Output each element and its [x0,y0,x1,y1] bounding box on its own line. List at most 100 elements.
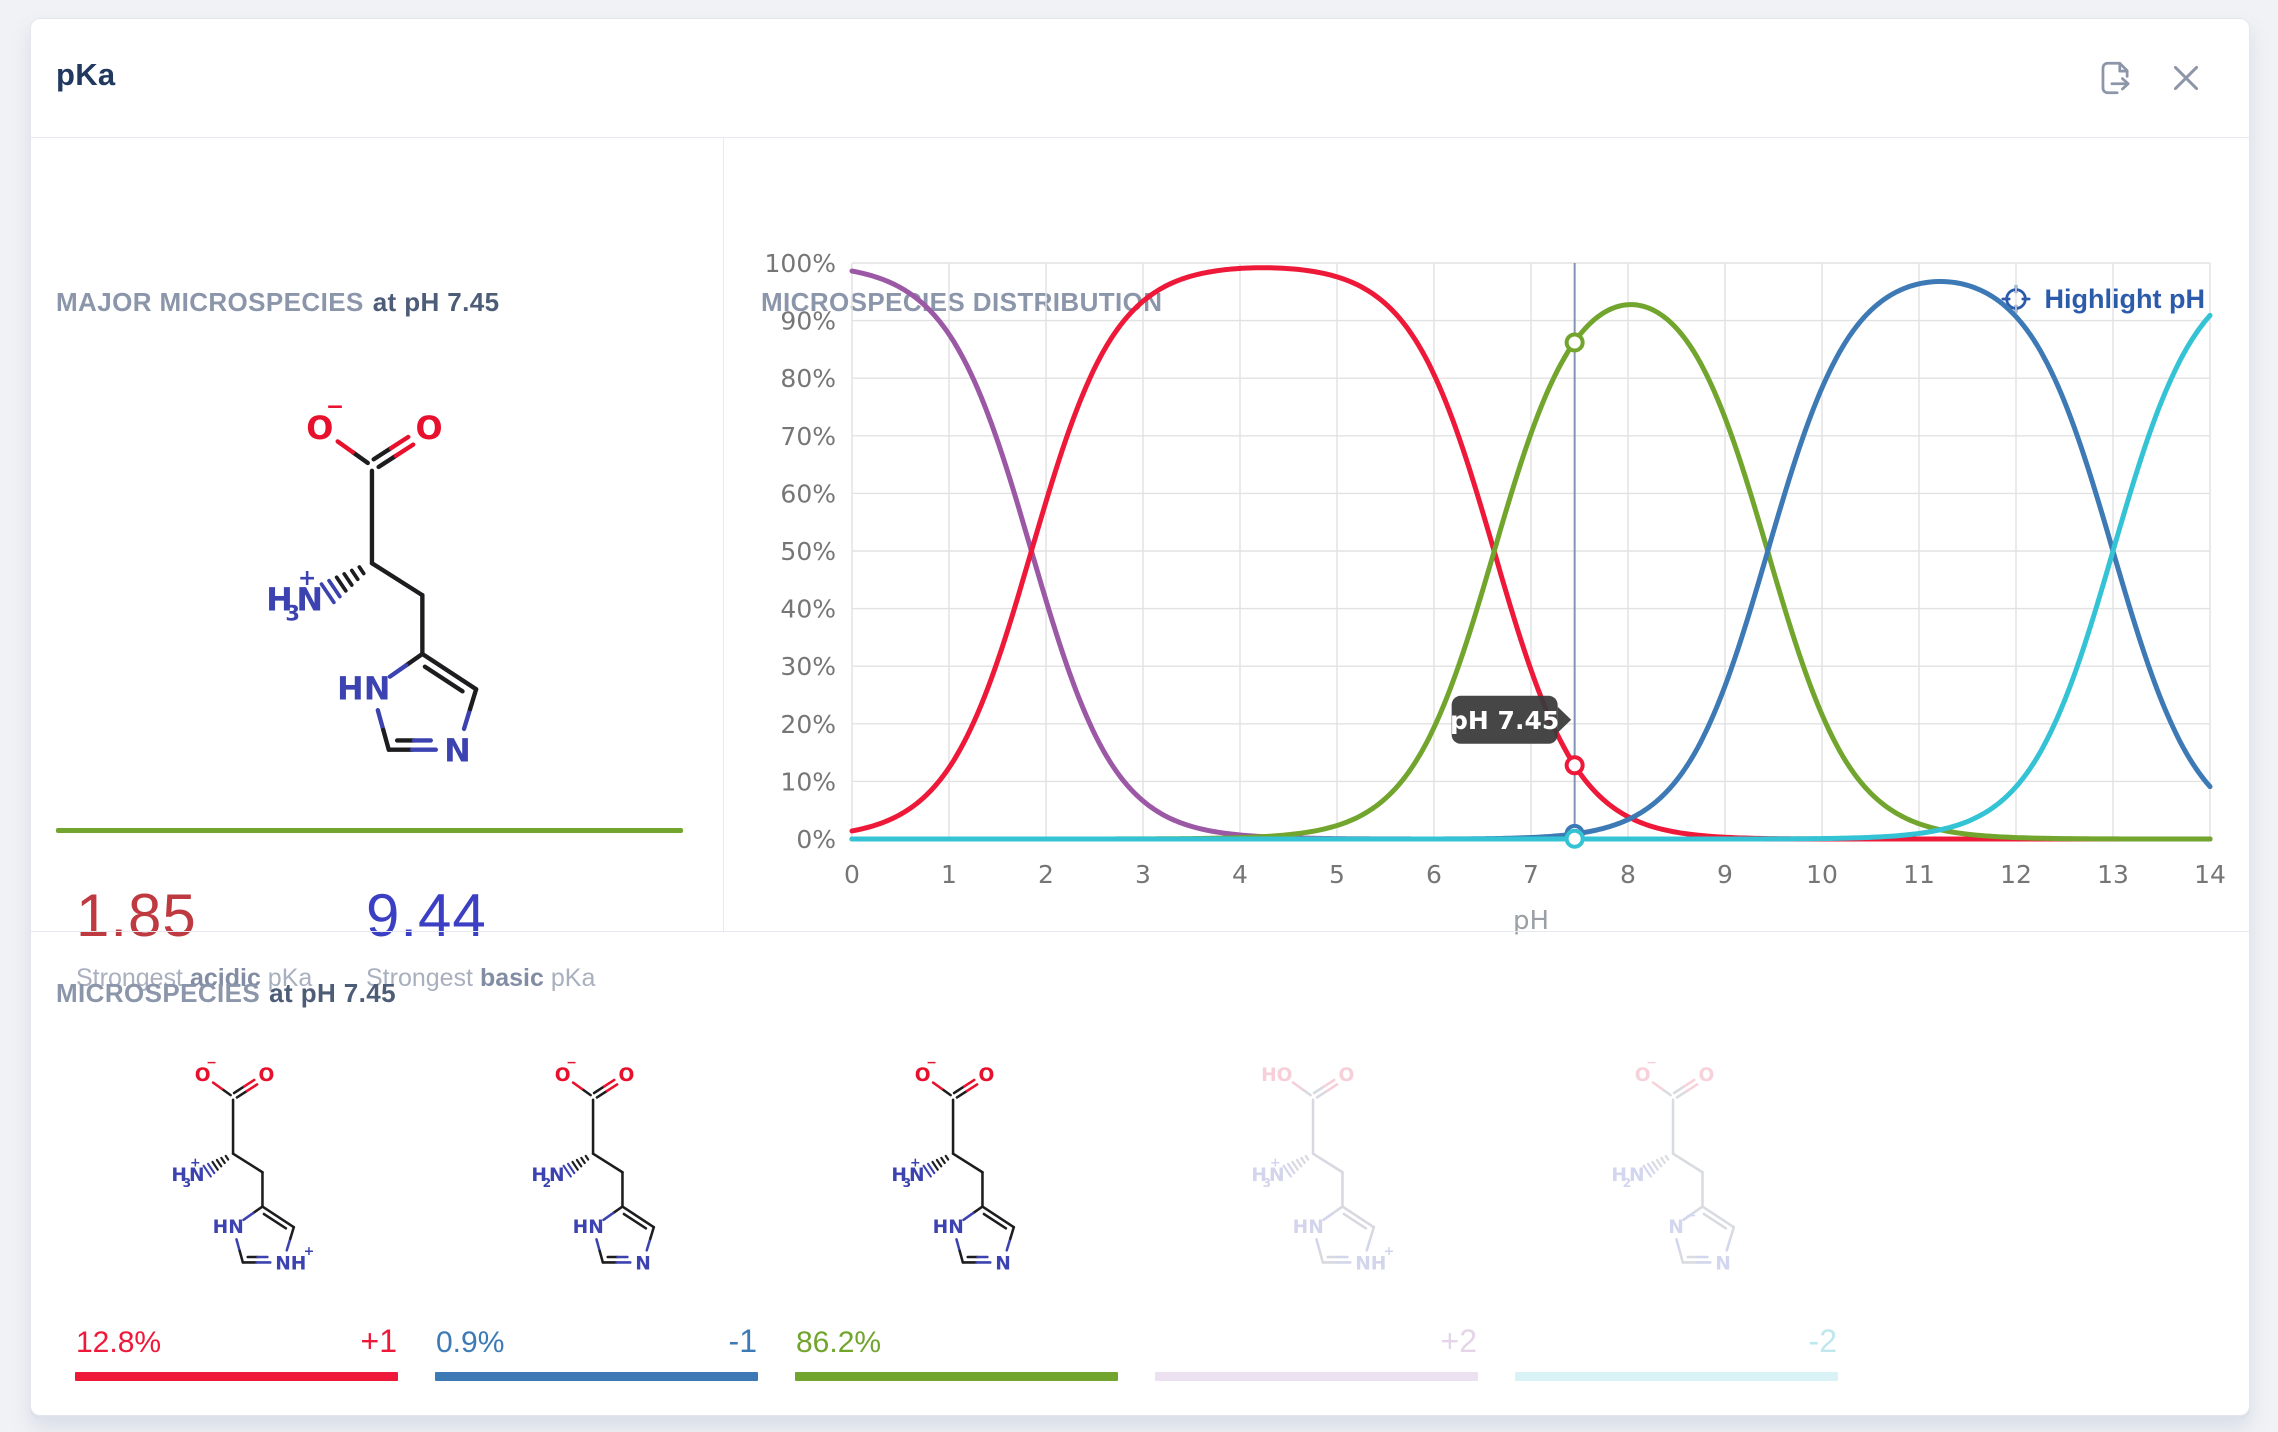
microspecies-card-plus1[interactable]: O − O H 3 N + HN NH + 12.8% +1 [75,1032,398,1384]
svg-text:40%: 40% [780,595,836,624]
microspecies-charge: +2 [1440,1323,1477,1359]
major-heading-label: MAJOR MICROSPECIES [56,287,364,317]
svg-text:10: 10 [1806,860,1838,889]
marker--2 [1564,828,1585,849]
microspecies-color-bar [795,1372,1118,1381]
microspecies-color-bar [1515,1372,1838,1381]
svg-text:9: 9 [1717,860,1733,889]
svg-text:O: O [555,1065,571,1086]
marker-+1 [1564,755,1585,776]
microspecies-color-bar [75,1372,398,1381]
svg-text:2: 2 [1038,860,1054,889]
svg-text:2: 2 [1623,1176,1632,1190]
distribution-heading: MICROSPECIES DISTRIBUTION [761,287,1163,317]
svg-text:3: 3 [183,1176,192,1190]
svg-text:O: O [618,1065,634,1086]
svg-text:3: 3 [285,601,300,625]
curve-+1 [849,265,2213,842]
acidic-pka-value: 1.85 [76,882,197,949]
microspecies-color-bar [1155,1372,1478,1381]
svg-text:HO: HO [1261,1065,1292,1086]
ph-tooltip: pH 7.45 [1450,695,1572,744]
svg-text:NH: NH [1355,1253,1386,1274]
svg-text:H: H [1251,1165,1267,1186]
microspecies-card-minus1[interactable]: O − O H 2 N HN N 0.9% -1 [435,1032,758,1384]
basic-pka-label: Strongest basic pKa [366,964,596,992]
card-meta: +2 [1155,1320,1478,1360]
svg-text:3: 3 [1263,1176,1272,1190]
svg-text:O: O [1338,1065,1354,1086]
major-microspecies-panel: MAJOR MICROSPECIES at pH 7.45 O − O H 3 N + HN N … [31,137,724,992]
svg-text:−: − [926,1055,937,1070]
svg-text:30%: 30% [780,652,836,681]
microspecies-charge: +1 [360,1323,397,1359]
svg-text:13: 13 [2097,860,2129,889]
export-icon [2101,61,2130,95]
curve--2 [849,312,2213,842]
card-meta: 0.9% -1 [435,1320,758,1360]
microspecies-card-neutral[interactable]: O − O H 3 N + HN N 86.2% [795,1032,1118,1384]
pka-dialog: pKa MAJOR MICROSPECIES at pH 7.45 O − O H 3 N +… [30,18,2250,1416]
svg-text:O: O [978,1065,994,1086]
card-meta: 12.8% +1 [75,1320,398,1360]
basic-pka-block: 9.44 Strongest basic pKa [366,881,595,993]
card-meta: -2 [1515,1320,1838,1360]
svg-text:+: + [190,1155,201,1170]
svg-text:6: 6 [1426,860,1442,889]
svg-text:3: 3 [903,1176,912,1190]
svg-text:HN: HN [213,1217,244,1238]
card-meta: 86.2% [795,1320,1118,1360]
svg-text:O: O [1635,1065,1651,1086]
svg-text:+: + [1384,1244,1395,1259]
microspecies-charge: -2 [1808,1323,1837,1359]
svg-text:1: 1 [941,860,957,889]
svg-text:12: 12 [2000,860,2032,889]
export-button[interactable] [2089,53,2139,103]
close-button[interactable] [2163,55,2209,101]
svg-text:80%: 80% [780,364,836,393]
svg-text:O: O [195,1065,211,1086]
svg-text:O: O [258,1065,274,1086]
microspecies-card-plus2[interactable]: HO O H 3 N + HN NH + +2 [1155,1032,1478,1384]
svg-text:N: N [296,580,323,618]
svg-text:−: − [326,395,344,420]
svg-text:H: H [1611,1165,1627,1186]
svg-text:O: O [1698,1065,1714,1086]
svg-text:H: H [171,1165,187,1186]
svg-text:+: + [298,566,316,591]
highlight-ph-button[interactable]: Highlight pH [1993,281,2211,317]
svg-text:HN: HN [337,669,390,707]
svg-text:H: H [891,1165,907,1186]
distribution-chart[interactable]: 0%10%20%30%40%50%60%70%80%90%100%0 1 2 3 4 5 6… [759,226,2239,936]
svg-text:14: 14 [2194,860,2226,889]
major-heading-ph: at pH 7.45 [372,287,500,317]
svg-text:−: − [566,1055,577,1070]
svg-text:N: N [995,1253,1011,1274]
svg-text:5: 5 [1329,860,1345,889]
microspecies-percent: 0.9% [436,1326,505,1359]
highlight-markers [1564,332,1585,849]
svg-text:HN: HN [573,1217,604,1238]
svg-text:HN: HN [933,1217,964,1238]
distribution-curves [849,265,2213,842]
close-icon [2173,65,2199,91]
header-actions [2089,53,2209,103]
svg-text:11: 11 [1903,860,1935,889]
svg-text:pH 7.45: pH 7.45 [1450,706,1559,735]
microspecies-distribution-panel: MICROSPECIES DISTRIBUTION Highlight pH [723,137,2249,931]
svg-text:N: N [635,1253,651,1274]
dialog-title: pKa [56,57,116,92]
microspecies-card-minus2[interactable]: O − O H 2 N N − N -2 [1515,1032,1838,1384]
svg-text:0: 0 [844,860,860,889]
svg-text:70%: 70% [780,422,836,451]
svg-text:20%: 20% [780,710,836,739]
microspecies-panel: MICROSPECIES at pH 7.45 O − O H 3 N + HN NH + 12.8… [31,931,2249,1415]
marker-0 [1564,332,1585,353]
svg-text:N: N [1269,1165,1285,1186]
svg-text:+: + [1270,1155,1281,1170]
svg-text:+: + [304,1244,315,1259]
